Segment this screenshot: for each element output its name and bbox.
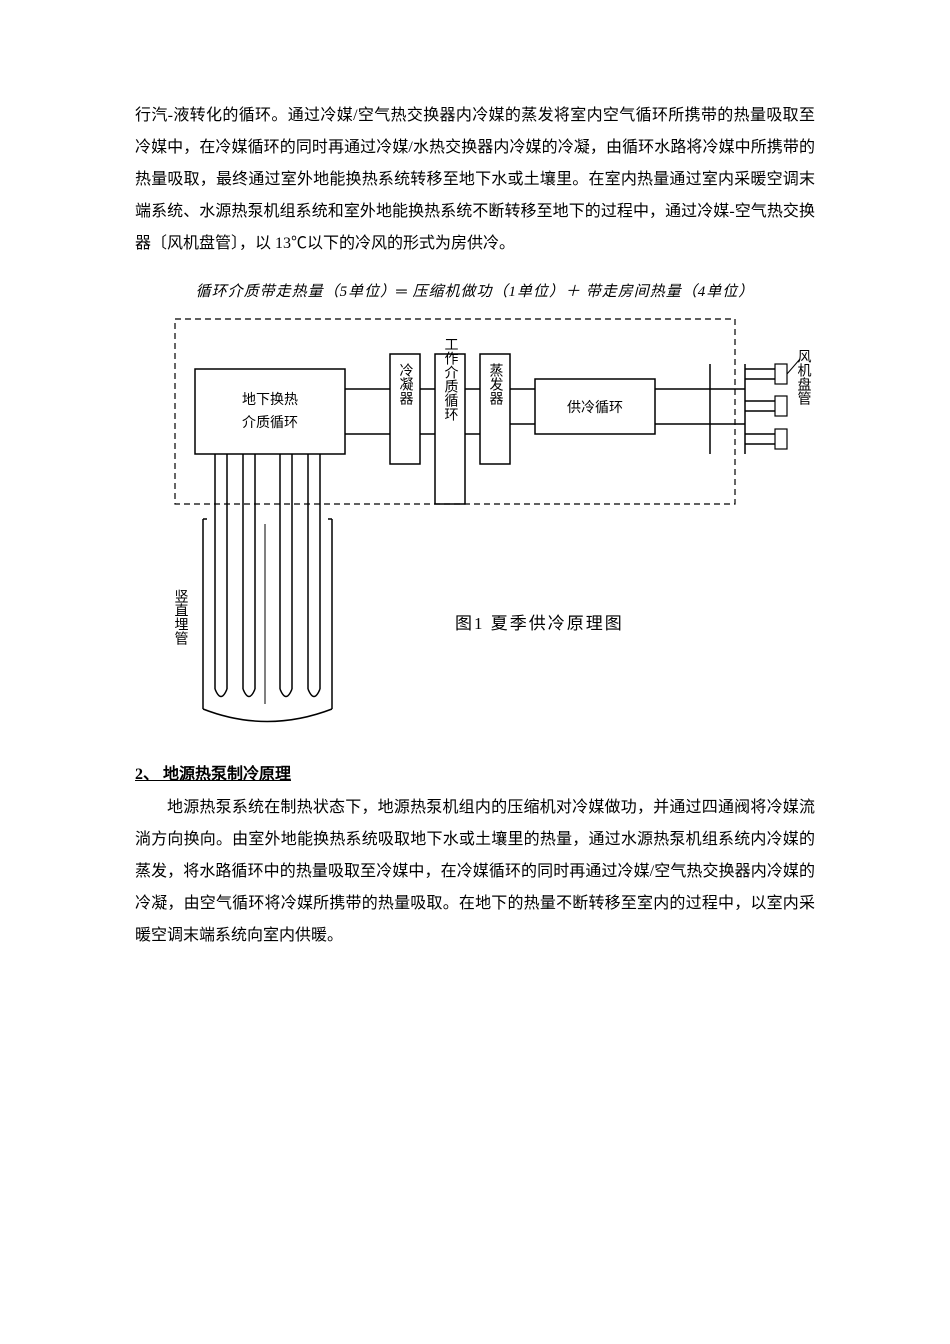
paragraph-1: 行汽-液转化的循环。通过冷媒/空气热交换器内冷媒的蒸发将室内空气循环所携带的热量… bbox=[135, 100, 815, 260]
svg-text:介质循环: 介质循环 bbox=[242, 415, 298, 431]
svg-text:图1 夏季供冷原理图: 图1 夏季供冷原理图 bbox=[455, 614, 624, 633]
svg-text:工作介质循环: 工作介质循环 bbox=[443, 337, 459, 421]
diagram-formula-title: 循环介质带走热量（5单位）═ 压缩机做功（1单位）＋ 带走房间热量（4单位） bbox=[135, 280, 815, 301]
svg-text:地下换热: 地下换热 bbox=[242, 391, 298, 408]
svg-text:供冷循环: 供冷循环 bbox=[567, 400, 623, 416]
section-2-heading: 2、 地源热泵制冷原理 bbox=[135, 760, 815, 784]
svg-text:风机盘管: 风机盘管 bbox=[796, 349, 812, 405]
svg-text:蒸发器: 蒸发器 bbox=[488, 363, 504, 405]
svg-text:竖直埋管: 竖直埋管 bbox=[173, 589, 189, 645]
diagram-container: 循环介质带走热量（5单位）═ 压缩机做功（1单位）＋ 带走房间热量（4单位） 地… bbox=[135, 280, 815, 750]
cooling-principle-diagram: 地下换热 介质循环 冷凝器 工作介质循环 蒸发器 供冷循环 bbox=[135, 309, 815, 739]
svg-text:冷凝器: 冷凝器 bbox=[398, 363, 414, 405]
paragraph-2: 地源热泵系统在制热状态下，地源热泵机组内的压缩机对冷媒做功，并通过四通阀将冷媒流… bbox=[135, 792, 815, 952]
